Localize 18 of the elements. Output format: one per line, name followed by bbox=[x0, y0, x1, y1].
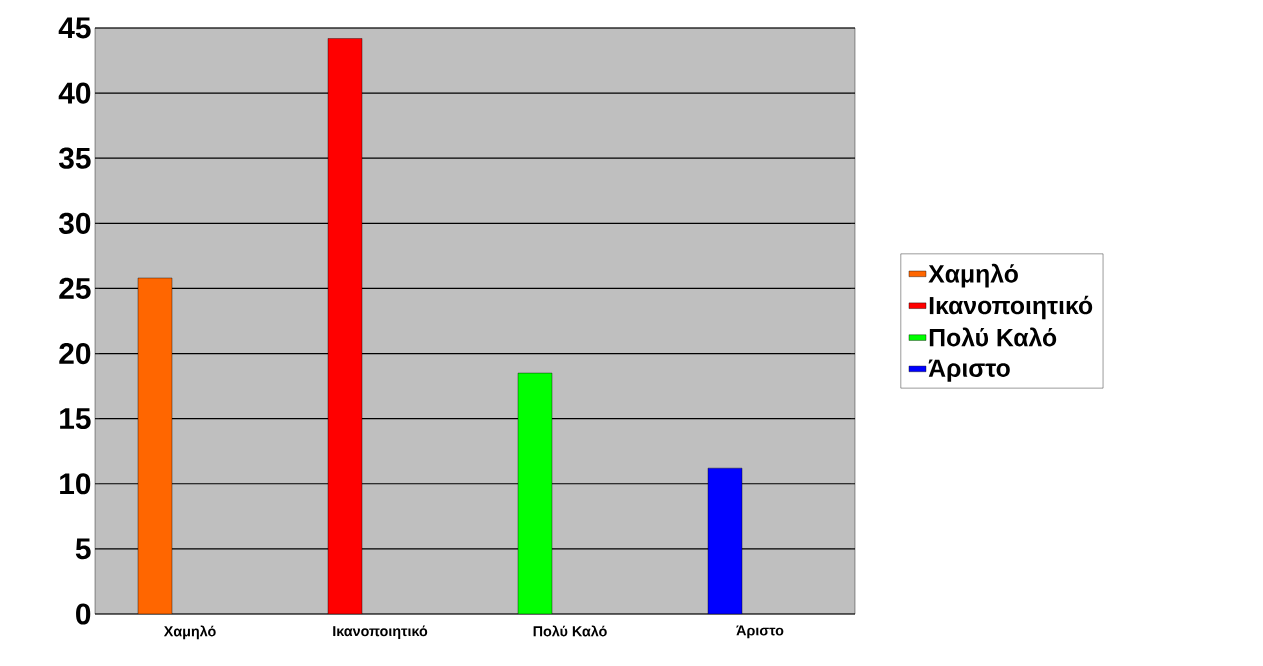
x-tick-label: Πολύ Καλό bbox=[533, 625, 607, 637]
y-tick-label: 20 bbox=[59, 342, 91, 365]
y-tick-label: 5 bbox=[75, 538, 91, 560]
y-tick-label: 45 bbox=[58, 17, 91, 39]
y-tick-label: 30 bbox=[58, 212, 91, 234]
legend-label: Χαμηλό bbox=[928, 263, 1018, 288]
x-tick-label: Ικανοποιητικό bbox=[333, 625, 428, 640]
x-tick-label: Άριστο bbox=[736, 625, 784, 639]
legend-label: Άριστο bbox=[928, 359, 1010, 382]
x-tick-label: Χαμηλό bbox=[163, 625, 216, 640]
y-tick-label: 35 bbox=[58, 147, 91, 169]
y-tick-label: 10 bbox=[60, 473, 91, 495]
y-tick-label: 15 bbox=[60, 408, 91, 430]
y-tick-label: 25 bbox=[59, 277, 91, 300]
y-tick-label: 40 bbox=[58, 82, 91, 104]
y-tick-label: 0 bbox=[76, 603, 91, 625]
legend-label: Πολύ Καλό bbox=[929, 327, 1057, 347]
legend-label: Ικανοποιητικό bbox=[929, 295, 1093, 320]
